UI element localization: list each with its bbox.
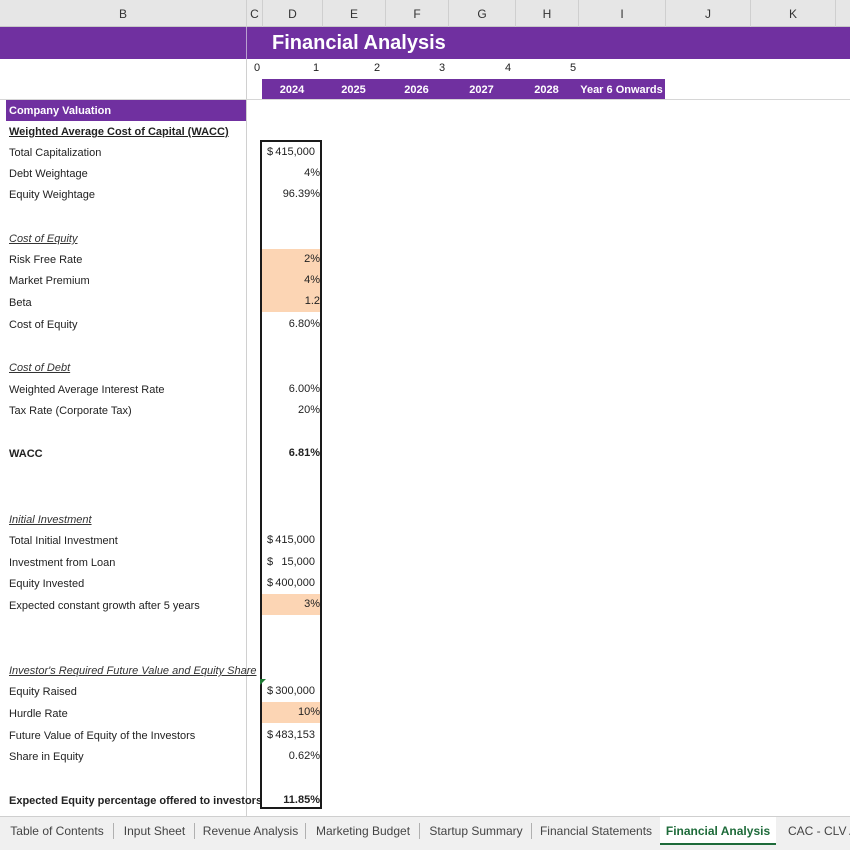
period-index-2: 2 [374, 62, 381, 74]
expected-equity-value[interactable]: 11.85% [283, 794, 320, 806]
tab-marketing-budget[interactable]: Marketing Budget [306, 817, 420, 845]
year-2027: 2027 [469, 84, 494, 96]
tab-revenue-analysis[interactable]: Revenue Analysis [195, 817, 306, 845]
hurdle-rate-input[interactable]: 10% [262, 702, 320, 723]
column-header-e[interactable]: E [322, 0, 385, 27]
equity-weightage-value[interactable]: 96.39% [282, 188, 320, 200]
year-2028: 2028 [534, 84, 559, 96]
banner-divider [246, 27, 247, 59]
column-header-i[interactable]: I [578, 0, 665, 27]
beta-input[interactable]: 1.2 [262, 291, 320, 312]
wair-value[interactable]: 6.00% [288, 383, 320, 395]
risk-free-rate-input[interactable]: 2% [262, 249, 320, 270]
header-divider [0, 99, 850, 100]
tab-financial-analysis[interactable]: Financial Analysis [660, 817, 776, 845]
wacc-label[interactable]: WACC [9, 448, 43, 460]
company-valuation-label[interactable]: Company Valuation [6, 100, 246, 121]
column-b-divider [246, 59, 247, 816]
column-header-g[interactable]: G [448, 0, 515, 27]
tab-startup-summary[interactable]: Startup Summary [420, 817, 532, 845]
cost-of-equity-label[interactable]: Cost of Equity [9, 319, 78, 331]
wacc-value[interactable]: 6.81% [288, 447, 320, 459]
sheet-tab-bar: Table of Contents Input Sheet Revenue An… [0, 816, 850, 850]
wacc-heading[interactable]: Weighted Average Cost of Capital (WACC) [9, 126, 229, 138]
tab-table-of-contents[interactable]: Table of Contents [0, 817, 114, 845]
initial-investment-heading[interactable]: Initial Investment [9, 514, 92, 526]
column-header-j[interactable]: J [665, 0, 750, 27]
investment-from-loan-label[interactable]: Investment from Loan [9, 557, 116, 569]
expected-growth-label[interactable]: Expected constant growth after 5 years [9, 600, 200, 612]
investor-required-heading[interactable]: Investor's Required Future Value and Equ… [9, 665, 257, 677]
sheet-title: Financial Analysis [272, 32, 446, 54]
period-index-0: 0 [254, 62, 261, 74]
debt-weightage-label[interactable]: Debt Weightage [9, 168, 88, 180]
total-initial-investment-value[interactable]: $415,000 [267, 534, 315, 546]
column-header-d[interactable]: D [262, 0, 322, 27]
equity-invested-label[interactable]: Equity Invested [9, 578, 85, 590]
cost-of-debt-heading[interactable]: Cost of Debt [9, 362, 71, 374]
total-initial-investment-label[interactable]: Total Initial Investment [9, 535, 118, 547]
expected-growth-input[interactable]: 3% [262, 594, 320, 615]
cost-of-equity-value[interactable]: 6.80% [288, 318, 320, 330]
wair-label[interactable]: Weighted Average Interest Rate [9, 384, 165, 396]
year-2025: 2025 [341, 84, 366, 96]
period-index-5: 5 [570, 62, 577, 74]
column-header-c[interactable]: C [246, 0, 262, 27]
equity-invested-value[interactable]: $400,000 [267, 577, 315, 589]
hurdle-rate-label[interactable]: Hurdle Rate [9, 708, 68, 720]
total-capitalization-label[interactable]: Total Capitalization [9, 147, 102, 159]
fv-equity-value[interactable]: $483,153 [267, 729, 315, 741]
period-index-1: 1 [313, 62, 320, 74]
tab-cac-clv[interactable]: CAC - CLV A [788, 824, 850, 838]
cost-of-equity-heading[interactable]: Cost of Equity [9, 233, 78, 245]
fv-equity-label[interactable]: Future Value of Equity of the Investors [9, 730, 196, 742]
beta-label[interactable]: Beta [9, 297, 32, 309]
equity-raised-label[interactable]: Equity Raised [9, 686, 77, 698]
year-2024: 2024 [279, 84, 305, 96]
values-border-box [260, 140, 322, 809]
column-header-f[interactable]: F [385, 0, 448, 27]
column-header-bar: B C D E F G H I J K [0, 0, 850, 27]
tab-financial-statements[interactable]: Financial Statements [539, 824, 653, 838]
share-in-equity-label[interactable]: Share in Equity [9, 751, 84, 763]
tab-input-sheet[interactable]: Input Sheet [114, 817, 195, 845]
risk-free-rate-label[interactable]: Risk Free Rate [9, 254, 83, 266]
expected-equity-label[interactable]: Expected Equity percentage offered to in… [9, 795, 263, 807]
year-2026: 2026 [404, 84, 429, 96]
tax-rate-value[interactable]: 20% [297, 404, 320, 416]
equity-weightage-label[interactable]: Equity Weightage [9, 189, 96, 201]
equity-raised-value[interactable]: $300,000 [267, 685, 315, 697]
period-index-4: 4 [505, 62, 512, 74]
market-premium-input[interactable]: 4% [262, 270, 320, 291]
column-header-h[interactable]: H [515, 0, 578, 27]
debt-weightage-value[interactable]: 4% [304, 167, 320, 179]
year-6-onwards: Year 6 Onwards [580, 84, 663, 96]
column-header-k[interactable]: K [750, 0, 835, 27]
cell-comment-marker [260, 679, 266, 685]
market-premium-label[interactable]: Market Premium [9, 275, 90, 287]
investment-from-loan-value[interactable]: $15,000 [267, 556, 315, 568]
period-index-3: 3 [439, 62, 446, 74]
tax-rate-label[interactable]: Tax Rate (Corporate Tax) [9, 405, 132, 417]
title-banner: Financial Analysis [0, 27, 850, 59]
column-header-l[interactable] [835, 0, 850, 27]
year-header-bar: 2024 2025 2026 2027 2028 Year 6 Onwards [262, 79, 665, 99]
share-in-equity-value[interactable]: 0.62% [288, 750, 320, 762]
column-header-b[interactable]: B [118, 7, 127, 21]
total-capitalization-value[interactable]: $415,000 [267, 146, 315, 158]
